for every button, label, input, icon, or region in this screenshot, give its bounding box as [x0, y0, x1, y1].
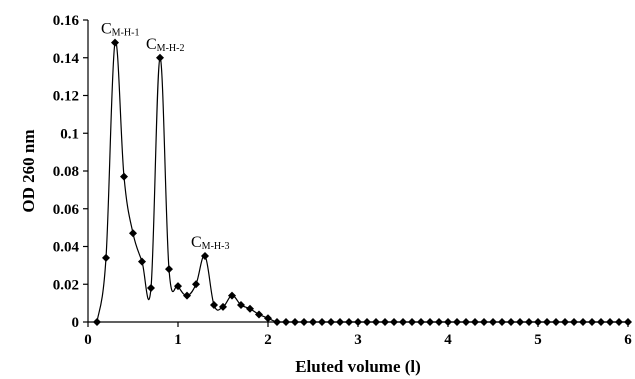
data-point — [264, 314, 272, 323]
peak-label-letter: C — [101, 21, 112, 38]
data-point — [174, 282, 182, 291]
data-point — [624, 318, 632, 326]
peak-label-subscript: M-H-1 — [112, 28, 140, 39]
data-point — [201, 251, 209, 260]
y-axis-title: OD 260 nm — [19, 129, 38, 212]
y-tick-label: 0.06 — [53, 202, 80, 218]
x-tick-label: 0 — [84, 332, 92, 348]
y-tick-label: 0.12 — [53, 89, 79, 105]
peak-label-letter: C — [191, 234, 202, 251]
data-point — [399, 318, 407, 326]
series — [93, 38, 632, 326]
data-point — [480, 318, 488, 326]
data-point — [138, 257, 146, 266]
x-tick-label: 4 — [444, 332, 452, 348]
data-point — [363, 318, 371, 326]
data-point — [156, 53, 164, 62]
peak-label: CM-H-2 — [146, 36, 184, 54]
data-point — [543, 318, 551, 326]
data-point — [417, 318, 425, 326]
data-point — [588, 318, 596, 326]
data-point — [579, 318, 587, 326]
data-point — [525, 318, 533, 326]
data-point — [498, 318, 506, 326]
y-tick-label: 0 — [72, 315, 80, 331]
data-point — [111, 38, 119, 47]
data-point — [291, 318, 299, 326]
data-point — [372, 318, 380, 326]
data-point — [408, 318, 416, 326]
data-point — [165, 265, 173, 274]
data-point — [246, 304, 254, 313]
data-point — [273, 318, 281, 326]
data-point — [309, 318, 317, 326]
peak-label-subscript: M-H-2 — [157, 43, 185, 54]
data-point — [597, 318, 605, 326]
data-point — [102, 253, 110, 262]
data-point — [120, 172, 128, 181]
data-point — [552, 318, 560, 326]
y-tick-label: 0.08 — [53, 164, 79, 180]
y-tick-label: 0.14 — [53, 51, 80, 67]
data-point — [210, 301, 218, 310]
data-point — [336, 318, 344, 326]
axes: 0 0.02 0.04 0.06 0.08 0.1 0.12 0.14 0.16 0 1 2 3 4 5 6 — [53, 13, 633, 348]
peak-label: CM-H-1 — [101, 21, 139, 39]
data-point — [219, 302, 227, 311]
data-point — [561, 318, 569, 326]
y-tick-label: 0.16 — [53, 13, 80, 29]
data-point — [534, 318, 542, 326]
data-point — [300, 318, 308, 326]
data-point — [615, 318, 623, 326]
peak-label-subscript: M-H-3 — [202, 241, 230, 252]
data-point — [453, 318, 461, 326]
x-tick-label: 6 — [624, 332, 632, 348]
peak-label: CM-H-3 — [191, 234, 229, 252]
y-tick-label: 0.1 — [60, 126, 79, 142]
data-point — [516, 318, 524, 326]
series-line — [96, 40, 628, 323]
data-point — [444, 318, 452, 326]
data-point — [390, 318, 398, 326]
data-point — [93, 318, 101, 326]
data-point — [255, 310, 263, 319]
data-point — [237, 301, 245, 310]
data-point — [183, 291, 191, 300]
data-point — [606, 318, 614, 326]
data-point — [426, 318, 434, 326]
data-point — [381, 318, 389, 326]
data-point — [354, 318, 362, 326]
data-point — [228, 291, 236, 300]
x-axis-title: Eluted volume (l) — [295, 357, 421, 376]
data-point — [489, 318, 497, 326]
data-point — [570, 318, 578, 326]
x-tick-label: 3 — [354, 332, 362, 348]
annotations: CM-H-1CM-H-2CM-H-3 — [101, 21, 229, 252]
x-tick-label: 5 — [534, 332, 542, 348]
data-point — [192, 280, 200, 289]
data-point — [471, 318, 479, 326]
data-point — [147, 284, 155, 293]
data-point — [327, 318, 335, 326]
data-point — [318, 318, 326, 326]
data-point — [129, 229, 137, 238]
x-tick-label: 1 — [174, 332, 182, 348]
data-point — [462, 318, 470, 326]
data-point — [282, 318, 290, 326]
data-point — [345, 318, 353, 326]
data-point — [435, 318, 443, 326]
x-tick-label: 2 — [264, 332, 272, 348]
peak-label-letter: C — [146, 36, 157, 53]
data-point — [507, 318, 515, 326]
y-tick-label: 0.02 — [53, 277, 79, 293]
y-tick-label: 0.04 — [53, 240, 80, 256]
